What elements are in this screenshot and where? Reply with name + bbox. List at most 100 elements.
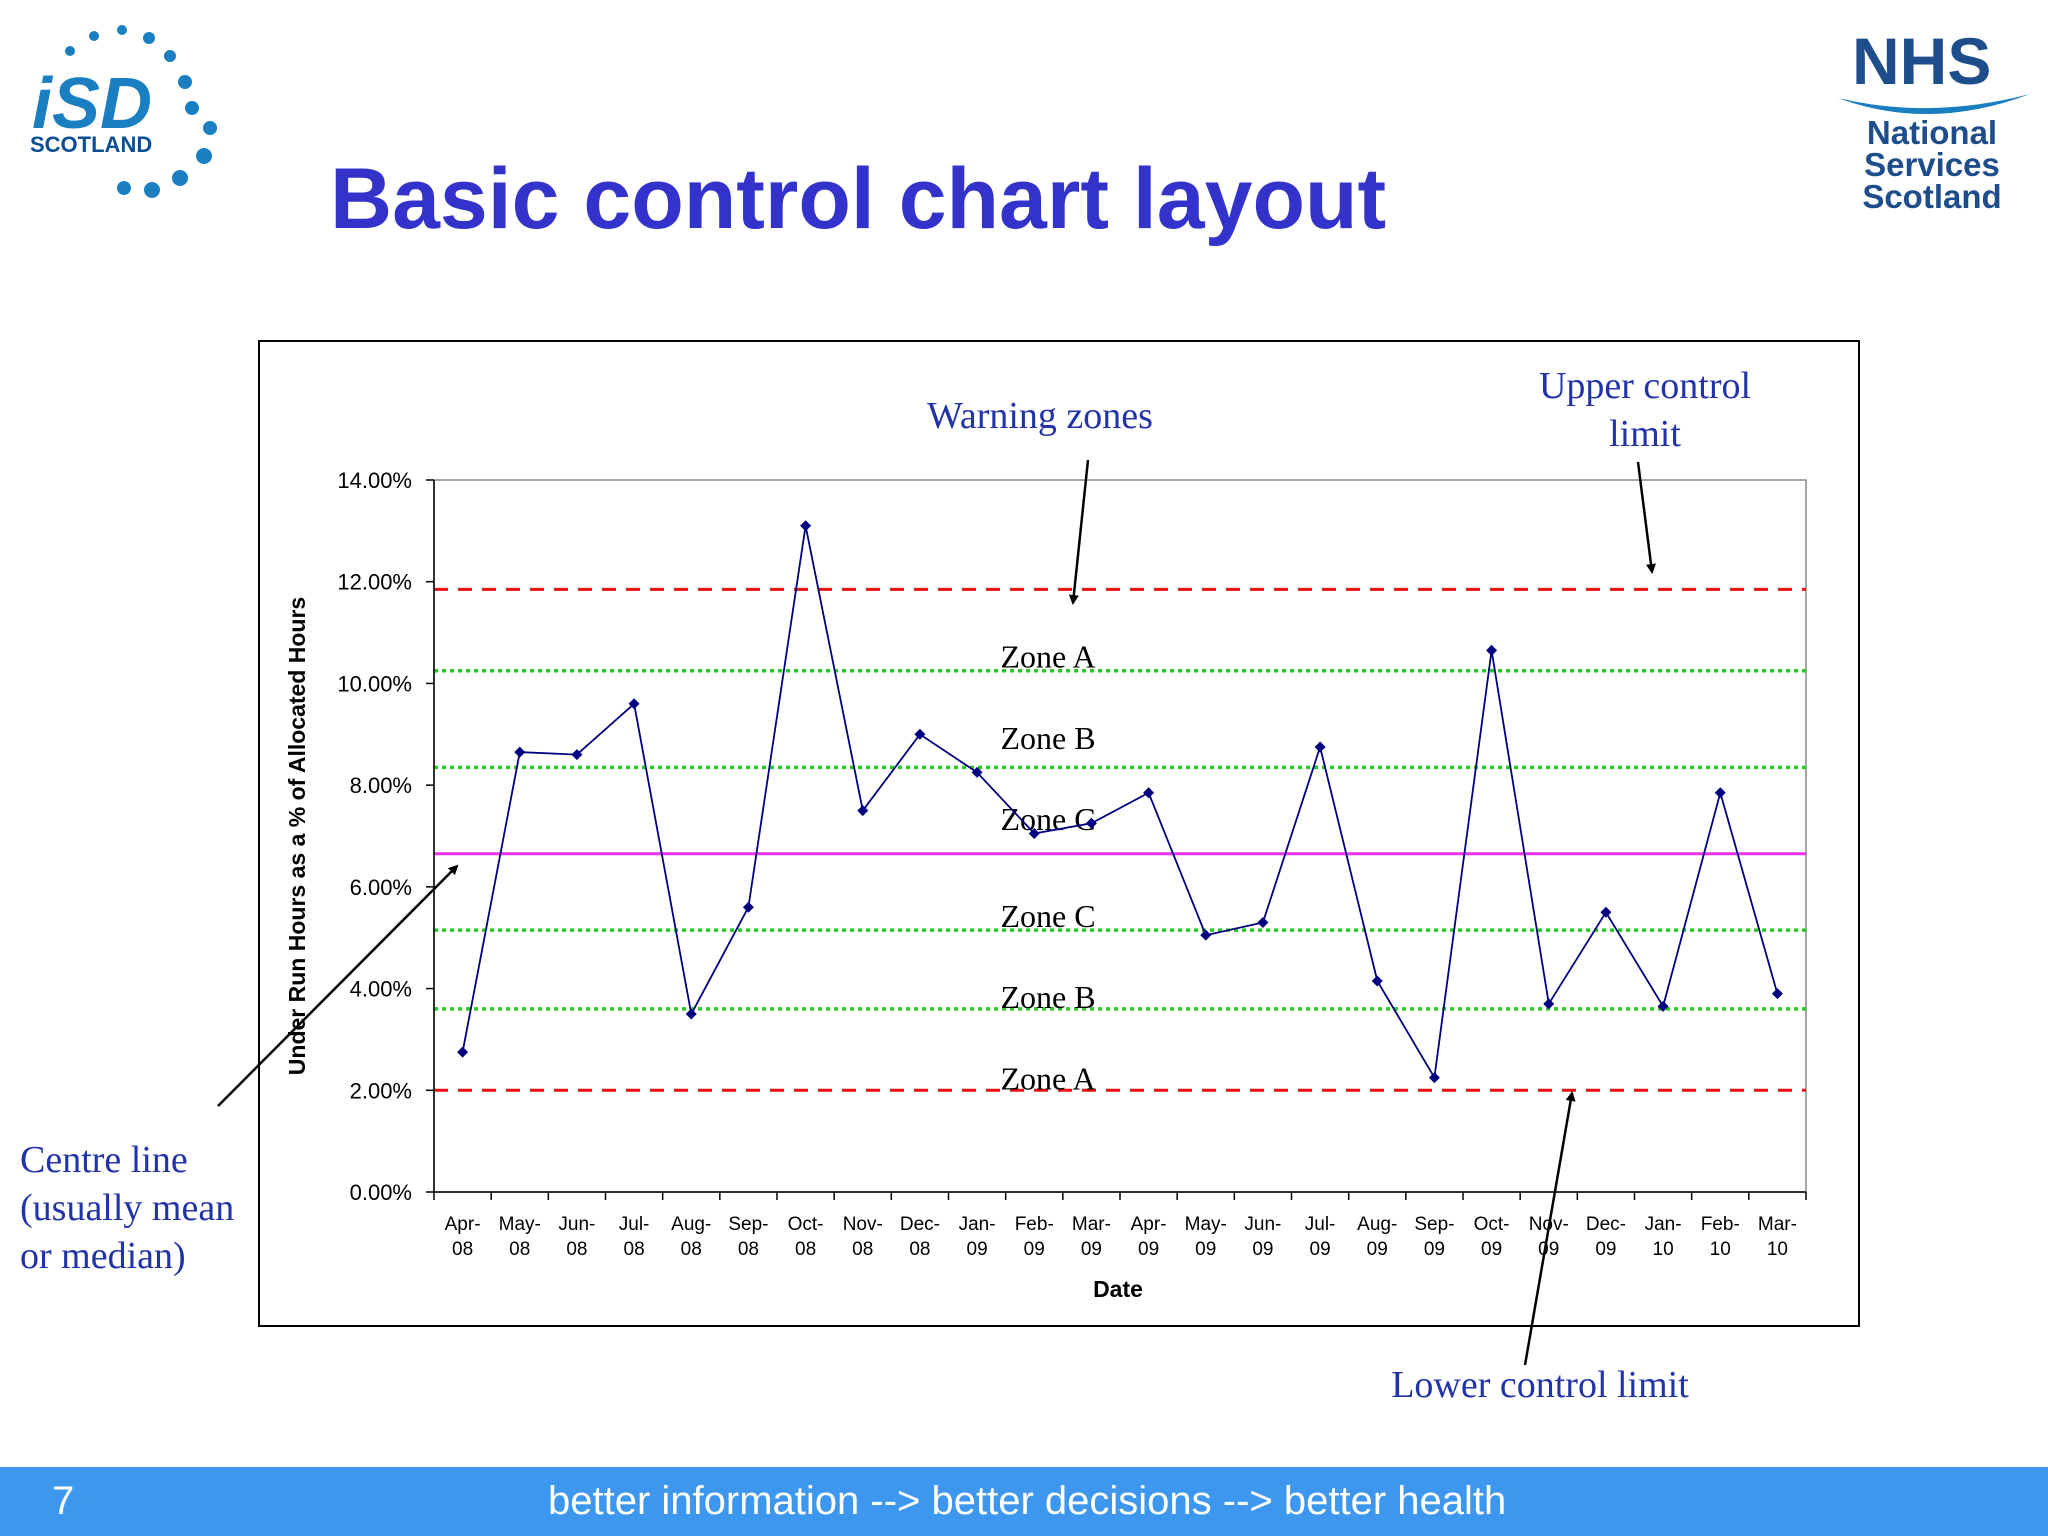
zone-label: Zone B [1000, 979, 1095, 1015]
x-tick-label: May- [1185, 1214, 1227, 1235]
x-tick-label-year: 08 [909, 1239, 930, 1260]
data-point [1657, 1000, 1669, 1012]
x-tick-label-year: 08 [624, 1239, 645, 1260]
data-point [1771, 988, 1783, 1000]
x-tick-label: Jan- [959, 1214, 996, 1235]
svg-text:SCOTLAND: SCOTLAND [30, 132, 152, 157]
data-point [1085, 817, 1097, 829]
data-point [457, 1046, 469, 1058]
x-tick-label-year: 09 [1424, 1239, 1445, 1260]
svg-text:NHS: NHS [1852, 24, 1991, 98]
x-tick-label: Nov- [843, 1214, 883, 1235]
x-tick-label: Jun- [558, 1214, 595, 1235]
x-tick-label-year: 09 [967, 1239, 988, 1260]
series-line [461, 525, 1779, 1081]
x-tick-label: Dec- [900, 1214, 940, 1235]
x-tick-label: Aug- [671, 1214, 711, 1235]
y-tick-label: 0.00% [350, 1180, 412, 1205]
x-tick-label-year: 10 [1710, 1239, 1731, 1260]
x-tick-label-year: 08 [452, 1239, 473, 1260]
warning-zones-arrow [1068, 459, 1090, 605]
x-tick-label-year: 09 [1310, 1239, 1331, 1260]
x-tick-label-year: 08 [852, 1239, 873, 1260]
data-point [971, 766, 983, 778]
x-tick-label-year: 10 [1653, 1239, 1674, 1260]
plot-area [433, 479, 1807, 1193]
x-tick-label-year: 10 [1767, 1239, 1788, 1260]
data-point [1486, 644, 1498, 656]
x-tick-label-year: 09 [1252, 1239, 1273, 1260]
x-tick-label-year: 08 [566, 1239, 587, 1260]
x-tick-label: Jul- [619, 1214, 650, 1235]
x-tick-label-year: 08 [738, 1239, 759, 1260]
y-tick-label: 12.00% [337, 570, 412, 595]
x-tick-label-year: 09 [1538, 1239, 1559, 1260]
x-tick-label-year: 08 [681, 1239, 702, 1260]
x-tick-label: Oct- [788, 1214, 824, 1235]
svg-text:Scotland: Scotland [1862, 178, 2001, 215]
x-tick-label: Mar- [1072, 1214, 1111, 1235]
lower-control-limit-arrow [1523, 1091, 1576, 1366]
svg-text:National: National [1867, 114, 1997, 151]
x-tick-label: Feb- [1701, 1214, 1740, 1235]
x-tick-label-year: 09 [1195, 1239, 1216, 1260]
x-tick-label-year: 09 [1367, 1239, 1388, 1260]
x-tick-label: Oct- [1474, 1214, 1510, 1235]
page-number: 7 [52, 1479, 75, 1523]
y-tick-label: 14.00% [337, 468, 412, 493]
x-tick-label: Mar- [1758, 1214, 1797, 1235]
x-tick-label: May- [499, 1214, 541, 1235]
x-tick-label: Jan- [1645, 1214, 1682, 1235]
data-point [1028, 827, 1040, 839]
x-tick-label: Jun- [1244, 1214, 1281, 1235]
y-tick-label: 10.00% [337, 671, 412, 696]
centre-line-annotation-line2: (usually mean [20, 1187, 234, 1229]
zone-label: Zone B [1000, 720, 1095, 756]
data-point [685, 1008, 697, 1020]
data-point [914, 728, 926, 740]
x-tick-label-year: 08 [509, 1239, 530, 1260]
data-point [1257, 916, 1269, 928]
data-point [1714, 787, 1726, 799]
x-tick-label: Apr- [1131, 1214, 1167, 1235]
x-tick-label: Sep- [1414, 1214, 1454, 1235]
warning-zones-annotation: Warning zones [927, 395, 1153, 437]
x-tick-label-year: 09 [1481, 1239, 1502, 1260]
footer-bar: 7 better information --> better decision… [0, 1467, 2048, 1536]
lower-control-limit-annotation: Lower control limit [1391, 1364, 1689, 1406]
nhs-scotland-logo: NHS National Services Scotland [1838, 24, 2030, 215]
x-tick-label: Jul- [1305, 1214, 1336, 1235]
x-tick-label: Sep- [728, 1214, 768, 1235]
x-tick-label: Aug- [1357, 1214, 1397, 1235]
zone-label: Zone A [1000, 1061, 1095, 1097]
data-point [1371, 975, 1383, 987]
annotations: Warning zones Upper control limit Lower … [20, 365, 1751, 1406]
x-tick-label: Feb- [1015, 1214, 1054, 1235]
chart-frame [258, 340, 1860, 1327]
data-point [1543, 998, 1555, 1010]
data-point [800, 520, 812, 532]
x-tick-label-year: 09 [1081, 1239, 1102, 1260]
upper-control-limit-annotation: Upper control [1539, 365, 1751, 407]
centre-line-arrow [217, 864, 459, 1107]
x-tick-label-year: 09 [1138, 1239, 1159, 1260]
y-axis-title: Under Run Hours as a % of Allocated Hour… [284, 597, 310, 1075]
data-point [1428, 1072, 1440, 1084]
x-axis-title: Date [1093, 1276, 1143, 1302]
y-tick-label: 2.00% [350, 1078, 412, 1103]
footer-tagline: better information --> better decisions … [548, 1479, 1507, 1523]
y-tick-label: 4.00% [350, 977, 412, 1002]
data-point [1600, 906, 1612, 918]
data-point [742, 901, 754, 913]
centre-line-annotation: Centre line [20, 1139, 188, 1181]
zone-label: Zone C [1000, 898, 1095, 934]
y-tick-label: 6.00% [350, 875, 412, 900]
upper-control-limit-arrow [1636, 461, 1656, 574]
x-tick-label: Apr- [445, 1214, 481, 1235]
slide-title: Basic control chart layout [330, 151, 1387, 247]
data-point [857, 805, 869, 817]
data-point [628, 698, 640, 710]
x-tick-label: Dec- [1586, 1214, 1626, 1235]
plot-background [433, 479, 1807, 1193]
